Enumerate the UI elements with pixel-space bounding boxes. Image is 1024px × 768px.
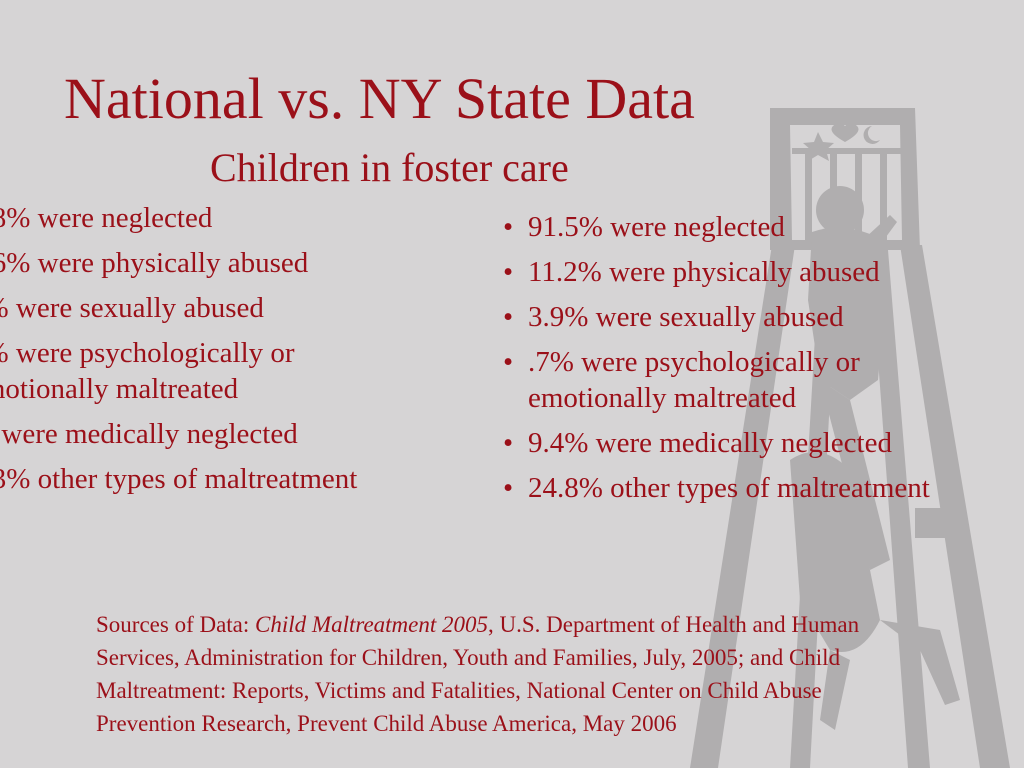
- sources-citation: Sources of Data: Child Maltreatment 2005…: [96, 608, 926, 740]
- list-item: 91.5% were neglected: [493, 209, 993, 245]
- sources-title: Child Maltreatment 2005: [255, 612, 489, 637]
- list-item: % were medically neglected: [0, 418, 298, 450]
- slide-subtitle: Children in foster care: [210, 145, 569, 190]
- national-data-list: 2.8% were neglected 5.6% were physically…: [0, 200, 430, 506]
- ny-state-data-list: 91.5% were neglected 11.2% were physical…: [493, 209, 993, 515]
- list-item: 3% were sexually abused: [0, 292, 264, 324]
- sources-prefix: Sources of Data:: [96, 612, 256, 637]
- slide-title: National vs. NY State Data: [64, 66, 695, 131]
- list-item: 5.6% were physically abused: [0, 247, 309, 279]
- list-item: 2.8% were neglected: [0, 202, 213, 234]
- list-item: .7% were psychologically or emotionally …: [493, 344, 993, 416]
- list-item: 3.9% were sexually abused: [493, 299, 993, 335]
- list-item: 24.8% other types of maltreatment: [493, 470, 993, 506]
- sources-details: , U.S. Department of Health and Human Se…: [96, 612, 860, 736]
- list-item: 9.4% were medically neglected: [493, 425, 993, 461]
- list-item: 11.2% were physically abused: [493, 254, 993, 290]
- list-item: 4.3% other types of maltreatment: [0, 463, 358, 495]
- list-item: 1% were psychologically or emotionally m…: [0, 337, 295, 405]
